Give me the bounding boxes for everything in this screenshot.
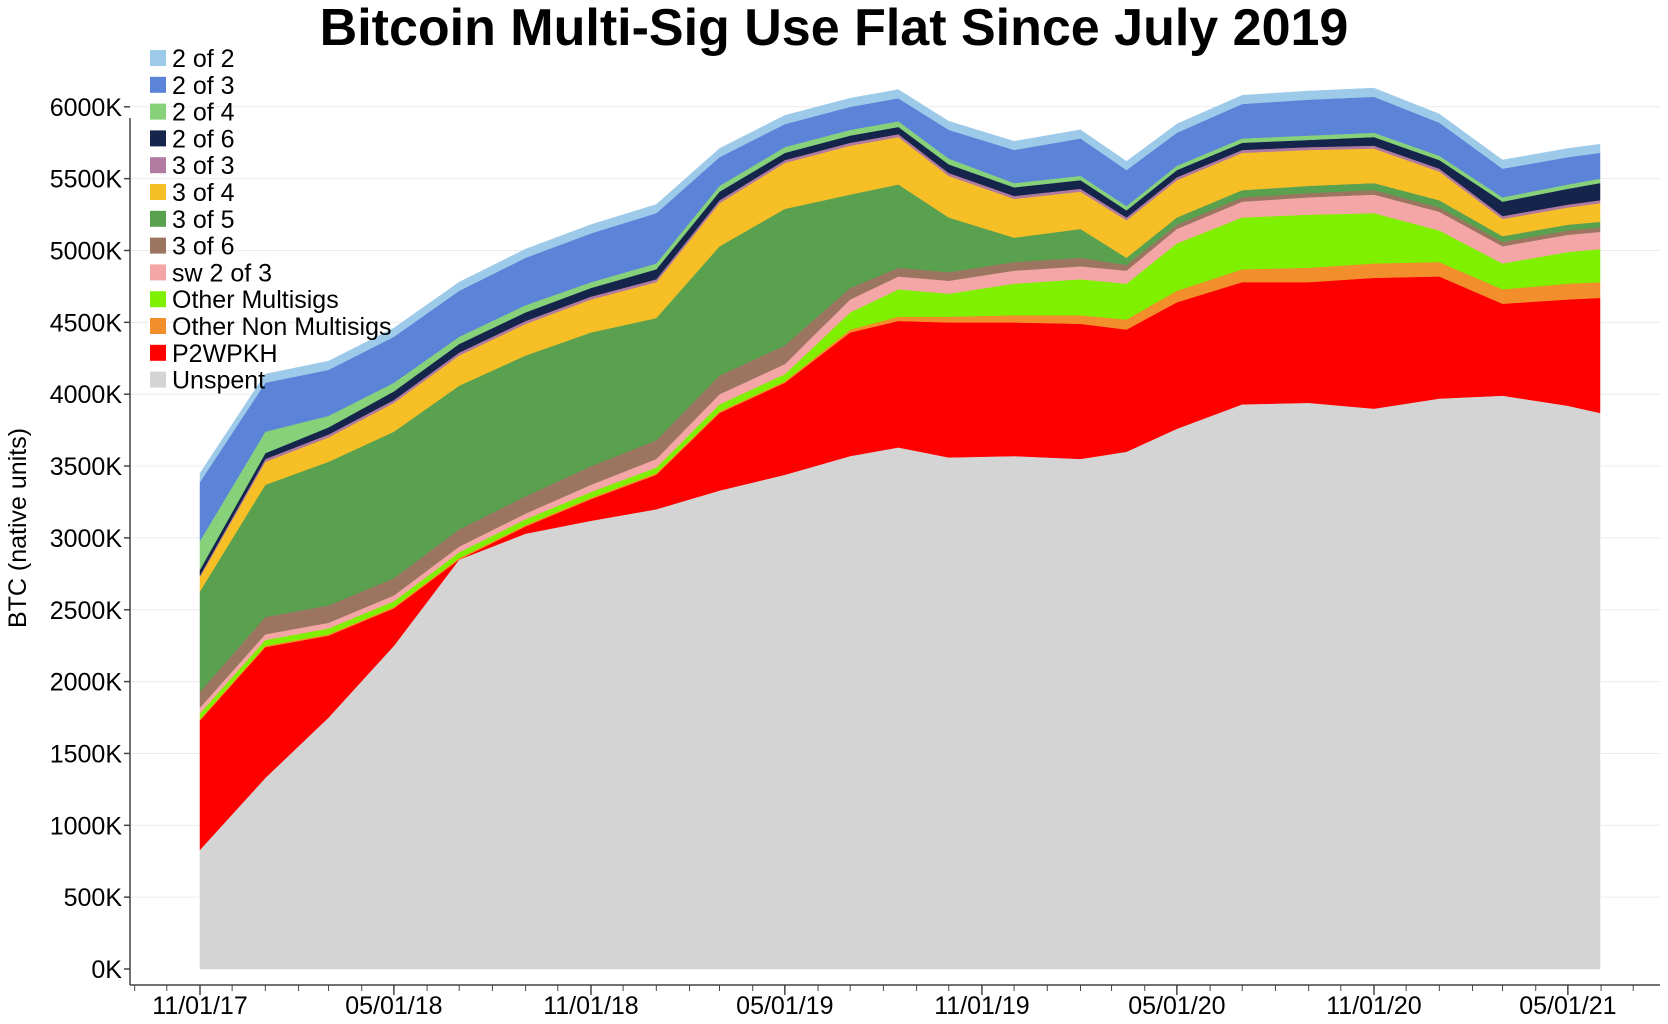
y-axis-title: BTC (native units) bbox=[4, 428, 32, 628]
y-tick-label: 500K bbox=[64, 884, 123, 912]
y-tick-label: 5500K bbox=[50, 166, 123, 194]
legend-label-other-multisigs: Other Multisigs bbox=[172, 286, 339, 314]
legend-label-3-of-3: 3 of 3 bbox=[172, 152, 235, 180]
y-tick-label: 2500K bbox=[50, 597, 123, 625]
legend-swatch-2-of-4 bbox=[150, 103, 166, 120]
legend-label-2-of-4: 2 of 4 bbox=[172, 99, 235, 127]
axes bbox=[129, 118, 1660, 986]
y-tick-label: 5000K bbox=[50, 238, 123, 266]
x-tick-label: 05/01/18 bbox=[345, 992, 442, 1020]
x-tick-label: 11/01/20 bbox=[1326, 992, 1421, 1020]
legend-swatch-2-of-6 bbox=[150, 130, 166, 147]
legend-label-3-of-5: 3 of 5 bbox=[172, 206, 235, 234]
y-tick-label: 1500K bbox=[50, 740, 123, 768]
legend-swatch-unspent bbox=[150, 371, 166, 388]
legend-label-3-of-4: 3 of 4 bbox=[172, 179, 235, 207]
legend-swatch-other-non-multisigs bbox=[150, 318, 166, 334]
legend-swatch-2-of-3 bbox=[150, 76, 166, 93]
x-tick-label: 05/01/21 bbox=[1519, 992, 1616, 1020]
legend-label-p2wpkh: P2WPKH bbox=[172, 340, 278, 368]
x-tick-label: 11/01/19 bbox=[934, 992, 1029, 1020]
area-series bbox=[199, 87, 1601, 970]
y-tick-label: 0K bbox=[91, 956, 122, 984]
legend-swatch-3-of-3 bbox=[150, 157, 166, 174]
x-ticks: 11/01/17 05/01/18 11/01/18 05/01/19 11/01/19… bbox=[134, 985, 1634, 1020]
y-tick-label: 4000K bbox=[50, 381, 123, 409]
legend-label-2-of-2: 2 of 2 bbox=[172, 45, 235, 73]
legend-swatch-sw-2-of-3 bbox=[150, 264, 166, 281]
legend-swatch-3-of-6 bbox=[150, 237, 166, 254]
legend-swatch-2-of-2 bbox=[150, 50, 166, 66]
area-2-of-2 bbox=[199, 87, 1601, 483]
x-tick-label: 05/01/19 bbox=[736, 992, 833, 1020]
y-tick-label: 1000K bbox=[50, 812, 123, 840]
x-tick-label: 05/01/20 bbox=[1128, 992, 1225, 1020]
legend-label-2-of-6: 2 of 6 bbox=[172, 125, 235, 153]
legend-label-other-non-multisigs: Other Non Multisigs bbox=[172, 313, 392, 341]
legend-swatch-p2wpkh bbox=[150, 344, 166, 361]
legend-label-2-of-3: 2 of 3 bbox=[172, 72, 235, 100]
chart-title: Bitcoin Multi-Sig Use Flat Since July 20… bbox=[319, 0, 1349, 57]
legend-label-sw-2-of-3: sw 2 of 3 bbox=[172, 259, 272, 287]
legend-swatch-other-multisigs bbox=[150, 291, 166, 308]
legend-swatch-3-of-4 bbox=[150, 184, 166, 200]
legend-label-unspent: Unspent bbox=[172, 367, 265, 395]
y-tick-label: 3000K bbox=[50, 525, 123, 553]
legend: 2 of 22 of 32 of 42 of 63 of 33 of 43 of… bbox=[150, 45, 392, 395]
y-ticks: 0K 500K 1000K 1500K 2000K 2500K 3000K 3500K 4000… bbox=[50, 94, 130, 984]
y-tick-label: 3500K bbox=[50, 453, 123, 481]
y-tick-label: 2000K bbox=[50, 669, 123, 697]
y-tick-label: 6000K bbox=[50, 94, 123, 122]
legend-swatch-3-of-5 bbox=[150, 210, 166, 227]
x-tick-label: 11/01/17 bbox=[152, 992, 247, 1020]
legend-label-3-of-6: 3 of 6 bbox=[172, 233, 235, 261]
y-tick-label: 4500K bbox=[50, 309, 123, 337]
x-tick-label: 11/01/18 bbox=[543, 992, 638, 1020]
